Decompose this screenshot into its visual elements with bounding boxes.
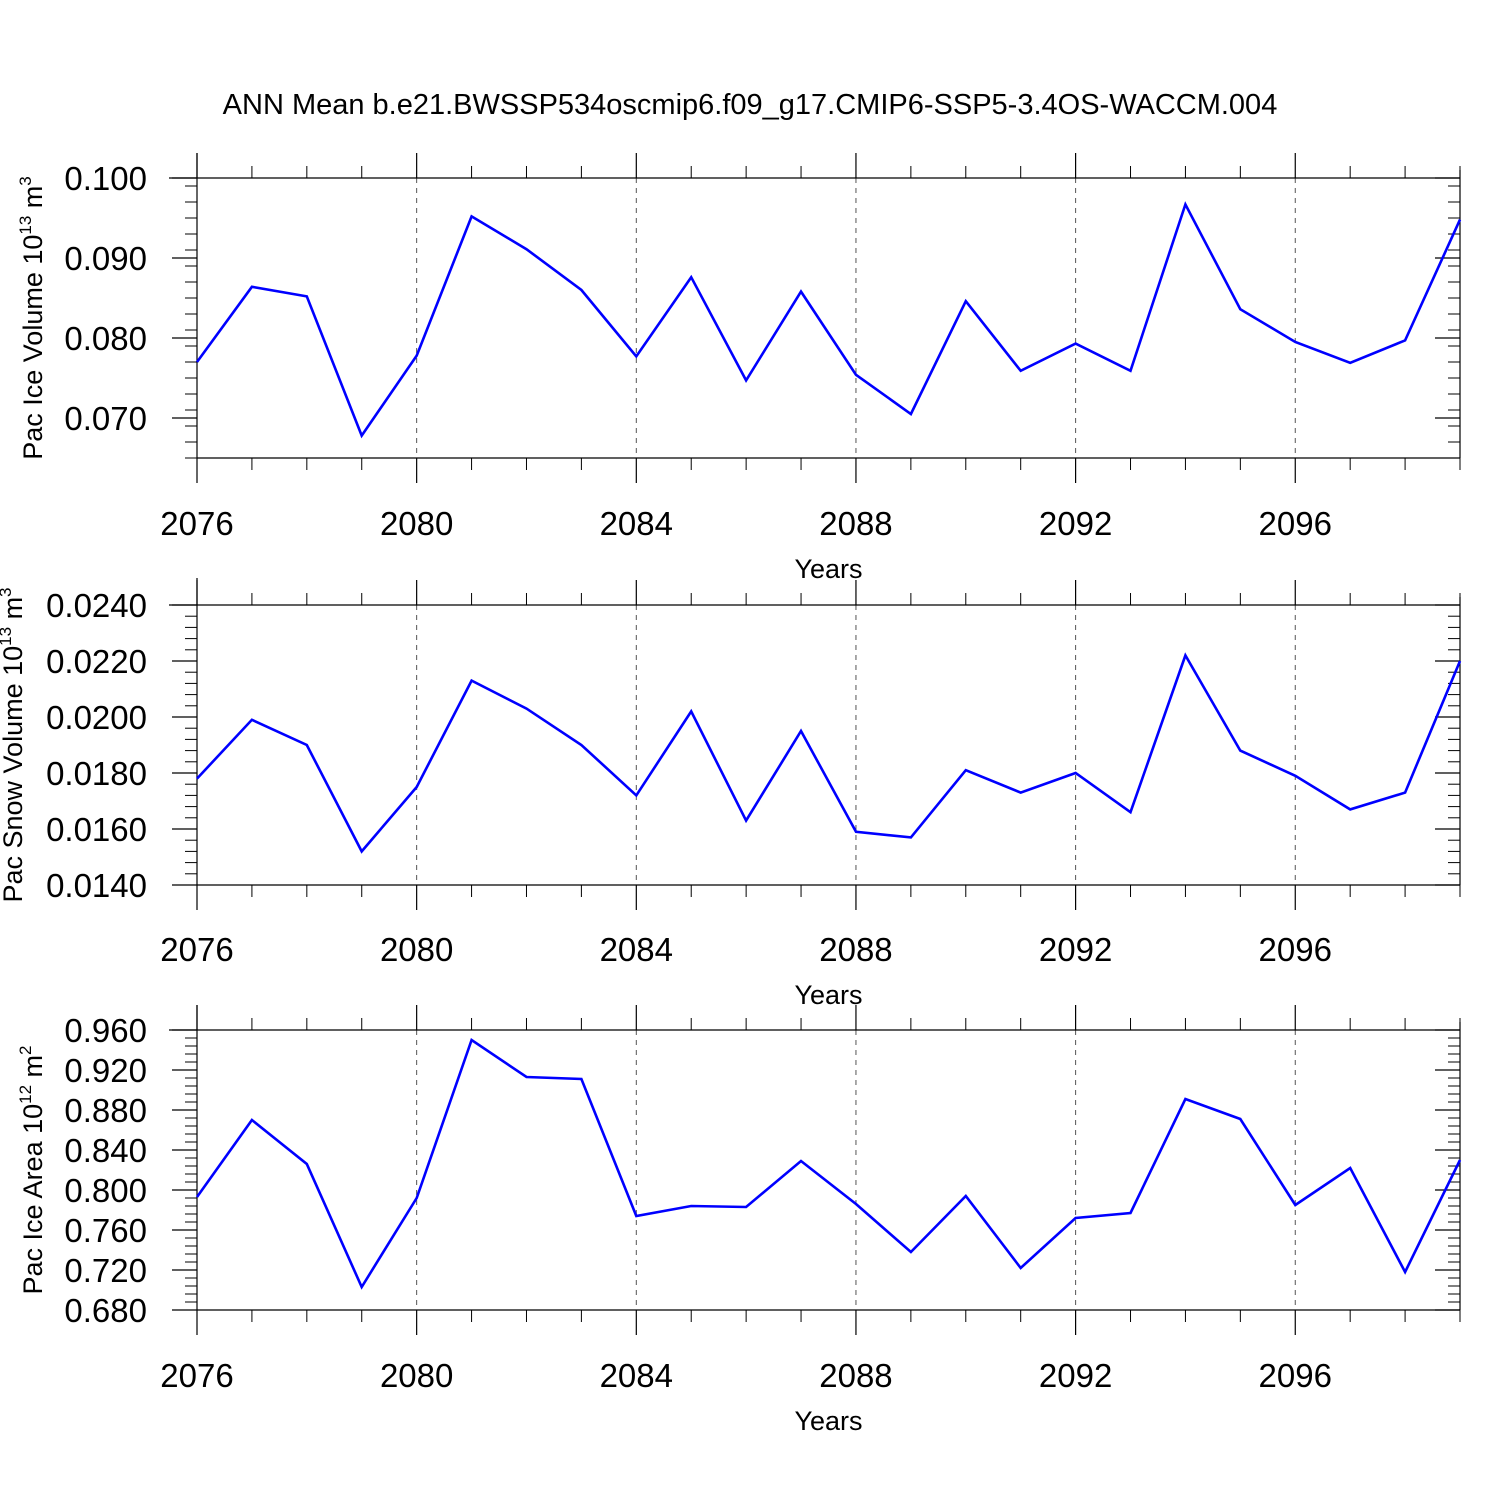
y-tick-label: 0.840 [64,1132,147,1169]
x-tick-label: 2092 [1039,505,1112,542]
y-tick-label: 0.0140 [46,867,147,904]
y-tick-label: 0.0220 [46,643,147,680]
x-tick-label: 2088 [819,505,892,542]
y-tick-label: 0.090 [64,240,147,277]
x-tick-label: 2096 [1259,505,1332,542]
x-tick-label: 2076 [160,505,233,542]
series-line [196,652,1462,854]
series-line [195,1037,1462,1290]
x-tick-label: 2080 [380,931,453,968]
y-tick-label: 0.920 [64,1052,147,1089]
y-tick-label: 0.960 [64,1012,147,1049]
x-tick-label: 2092 [1039,1357,1112,1394]
panel-3: 0.6800.7200.7600.8000.8400.8800.9200.960… [16,1005,1462,1436]
x-axis-label: Years [794,1406,862,1436]
x-tick-label: 2080 [380,1357,453,1394]
y-tick-label: 0.0200 [46,699,147,736]
x-axis-label: Years [794,554,862,584]
series-line [195,201,1462,439]
x-axis-label: Years [794,980,862,1010]
y-tick-label: 0.760 [64,1212,147,1249]
y-tick-label: 0.0160 [46,811,147,848]
chart-title: ANN Mean b.e21.BWSSP534oscmip6.f09_g17.C… [223,89,1278,121]
plot-frame [169,153,1461,459]
y-tick-label: 0.680 [64,1292,147,1329]
y-tick-label: 0.070 [64,400,147,437]
panel-1: 0.070 0.080 0.090 0.100 2076 2080 2084 2088 2092… [16,153,1462,584]
x-tick-label: 2084 [600,931,673,968]
x-tick-label: 2096 [1259,931,1332,968]
x-tick-label: 2084 [600,505,673,542]
x-tick-label: 2080 [380,505,453,542]
y-tick-label: 0.0180 [46,755,147,792]
plot-frame [169,578,1461,886]
panel-2: 0.0140 0.0160 0.0180 0.0200 0.0220 0.0240 2076… [0,578,1462,1010]
x-tick-label: 2084 [600,1357,673,1394]
y-tick-label: 0.800 [64,1172,147,1209]
x-tick-label: 2088 [819,1357,892,1394]
y-axis-label: Pac Ice Area 1012 m2 [16,1045,48,1294]
y-axis-label: Pac Snow Volume 1013 m3 [0,587,28,902]
y-tick-label: 0.0240 [46,587,147,624]
y-tick-label: 0.880 [64,1092,147,1129]
y-tick-label: 0.080 [64,320,147,357]
y-tick-label: 0.720 [64,1252,147,1289]
x-tick-label: 2088 [819,931,892,968]
x-tick-label: 2076 [160,931,233,968]
x-tick-label: 2076 [160,1357,233,1394]
x-tick-label: 2096 [1259,1357,1332,1394]
x-tick-label: 2092 [1039,931,1112,968]
y-tick-label: 0.100 [64,160,147,197]
y-axis-label: Pac Ice Volume 1013 m3 [16,176,48,460]
